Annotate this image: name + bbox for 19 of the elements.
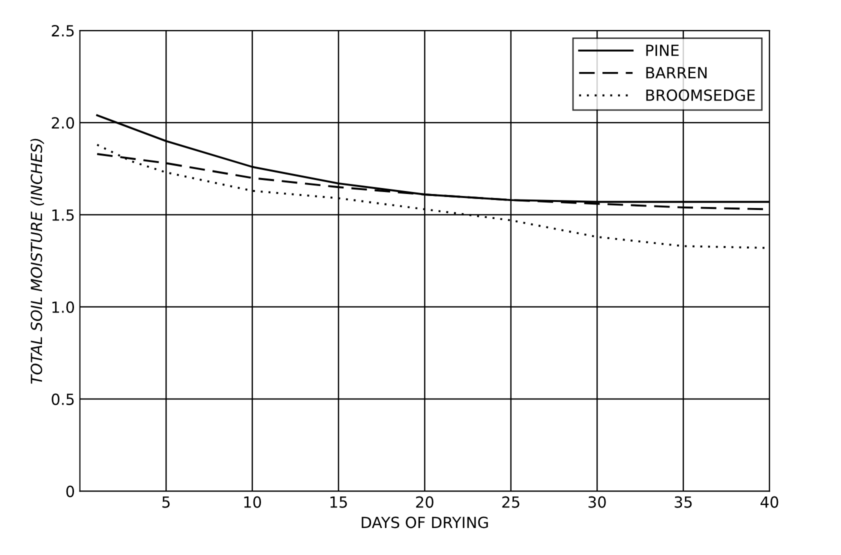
x-tick-label: 15 [330,496,347,508]
legend-label: PINE [646,44,679,56]
x-tick-label: 5 [162,496,170,508]
x-axis-title: DAYS OF DRYING [362,516,488,528]
x-tick-label: 20 [416,496,434,508]
legend-label: BARREN [646,67,707,78]
y-tick-label: 0 [66,486,74,498]
x-tick-label: 10 [244,496,262,508]
legend-label: BROOMSEDGE [646,89,755,101]
y-tick-label: 1.5 [52,209,74,221]
x-tick-label: 40 [760,496,778,508]
y-tick-label: 1.0 [52,301,74,313]
x-tick-label: 25 [502,496,520,508]
x-tick-label: 35 [674,496,692,508]
y-axis-title: TOTAL SOIL MOISTURE (INCHES) [30,138,44,384]
y-tick-label: 0.5 [52,394,74,406]
y-tick-label: 2.0 [52,117,74,129]
y-tick-label: 2.5 [52,24,74,37]
x-tick-label: 30 [588,496,606,508]
